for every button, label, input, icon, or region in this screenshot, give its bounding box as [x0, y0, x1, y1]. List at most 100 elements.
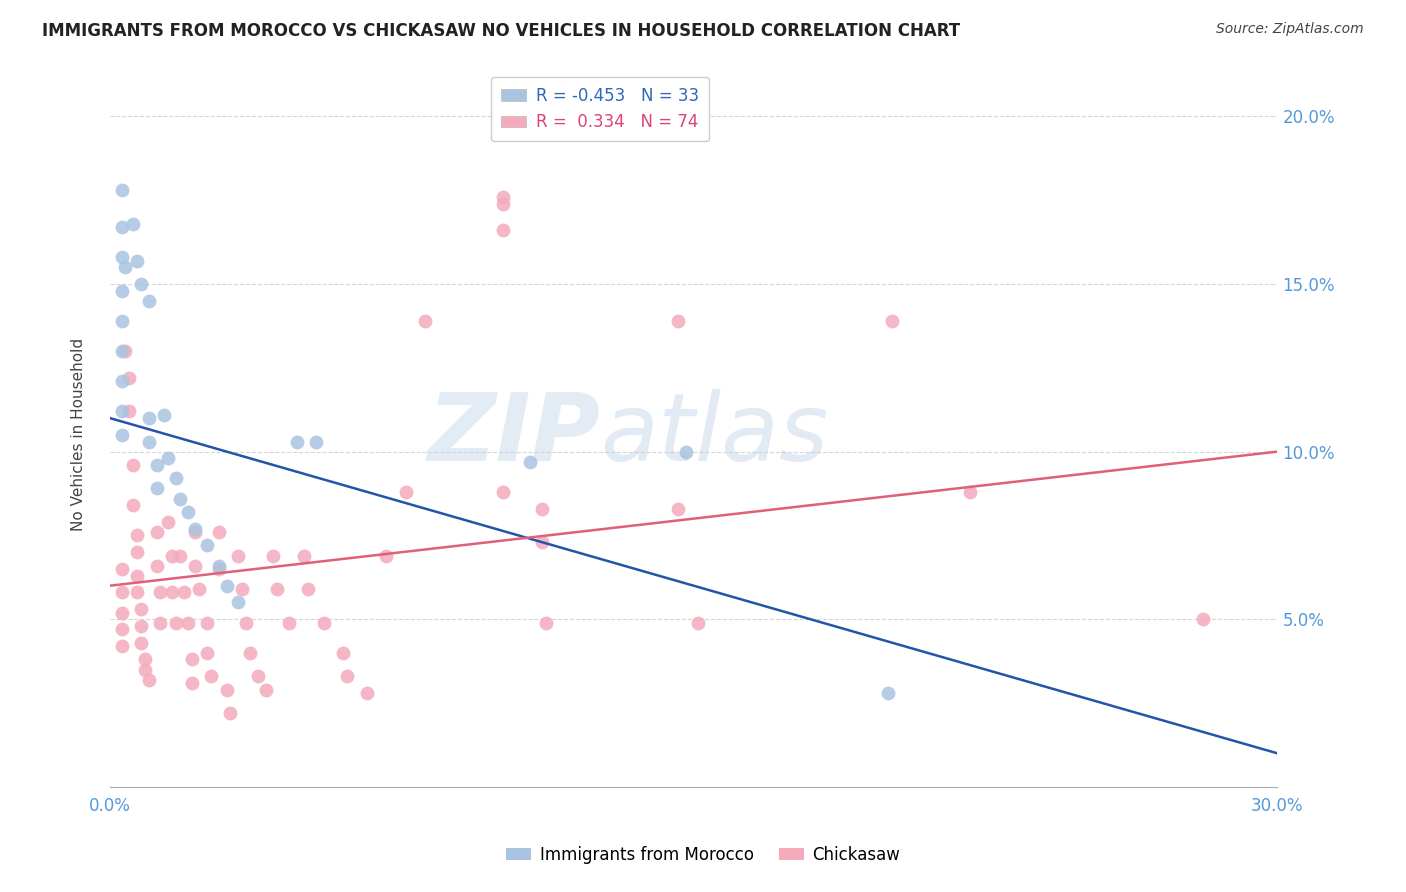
- Point: [127, 253, 149, 268]
- Point: [145, 558, 167, 573]
- Point: [184, 522, 207, 536]
- Point: [235, 615, 257, 630]
- Point: [110, 374, 132, 388]
- Point: [297, 582, 319, 596]
- Point: [180, 676, 202, 690]
- Point: [129, 602, 152, 616]
- Point: [208, 558, 231, 573]
- Point: [277, 615, 299, 630]
- Point: [492, 223, 515, 237]
- Point: [231, 582, 253, 596]
- Point: [492, 484, 515, 499]
- Point: [118, 371, 141, 385]
- Point: [180, 652, 202, 666]
- Point: [336, 669, 359, 683]
- Point: [195, 539, 218, 553]
- Point: [254, 682, 277, 697]
- Point: [413, 314, 436, 328]
- Text: Source: ZipAtlas.com: Source: ZipAtlas.com: [1216, 22, 1364, 37]
- Point: [215, 579, 238, 593]
- Point: [176, 505, 198, 519]
- Point: [169, 549, 191, 563]
- Point: [294, 549, 316, 563]
- Point: [184, 524, 207, 539]
- Point: [169, 491, 191, 506]
- Point: [160, 585, 183, 599]
- Point: [165, 471, 187, 485]
- Point: [686, 615, 709, 630]
- Legend: R = -0.453   N = 33, R =  0.334   N = 74: R = -0.453 N = 33, R = 0.334 N = 74: [491, 77, 709, 142]
- Point: [666, 501, 689, 516]
- Point: [129, 277, 152, 291]
- Point: [184, 558, 207, 573]
- Text: ZIP: ZIP: [427, 389, 600, 481]
- Point: [492, 196, 515, 211]
- Point: [877, 686, 900, 700]
- Point: [239, 646, 262, 660]
- Point: [110, 219, 132, 234]
- Point: [149, 585, 172, 599]
- Point: [110, 427, 132, 442]
- Point: [188, 582, 211, 596]
- Point: [145, 524, 167, 539]
- Point: [882, 314, 904, 328]
- Point: [110, 344, 132, 359]
- Point: [219, 706, 242, 720]
- Point: [129, 636, 152, 650]
- Point: [118, 404, 141, 418]
- Point: [157, 451, 180, 466]
- Point: [138, 673, 160, 687]
- Text: IMMIGRANTS FROM MOROCCO VS CHICKASAW NO VEHICLES IN HOUSEHOLD CORRELATION CHART: IMMIGRANTS FROM MOROCCO VS CHICKASAW NO …: [42, 22, 960, 40]
- Point: [519, 455, 541, 469]
- Point: [110, 284, 132, 298]
- Point: [145, 458, 167, 472]
- Point: [110, 606, 132, 620]
- Point: [208, 524, 231, 539]
- Point: [262, 549, 284, 563]
- Point: [530, 501, 553, 516]
- Point: [157, 515, 180, 529]
- Point: [129, 619, 152, 633]
- Point: [138, 411, 160, 425]
- Point: [110, 585, 132, 599]
- Point: [110, 639, 132, 653]
- Point: [675, 444, 697, 458]
- Point: [666, 314, 689, 328]
- Point: [305, 434, 328, 449]
- Point: [266, 582, 288, 596]
- Point: [208, 562, 231, 576]
- Point: [138, 293, 160, 308]
- Point: [110, 622, 132, 636]
- Point: [110, 314, 132, 328]
- Y-axis label: No Vehicles in Household: No Vehicles in Household: [72, 338, 86, 532]
- Point: [195, 615, 218, 630]
- Point: [110, 404, 132, 418]
- Point: [226, 549, 249, 563]
- Point: [110, 183, 132, 197]
- Point: [959, 484, 981, 499]
- Point: [176, 615, 198, 630]
- Point: [394, 484, 416, 499]
- Point: [375, 549, 398, 563]
- Text: atlas: atlas: [600, 389, 828, 480]
- Point: [149, 615, 172, 630]
- Point: [332, 646, 354, 660]
- Point: [122, 458, 145, 472]
- Point: [145, 482, 167, 496]
- Point: [138, 434, 160, 449]
- Point: [285, 434, 308, 449]
- Point: [134, 652, 156, 666]
- Point: [122, 498, 145, 512]
- Point: [134, 663, 156, 677]
- Point: [153, 408, 176, 422]
- Point: [122, 217, 145, 231]
- Point: [215, 682, 238, 697]
- Point: [127, 545, 149, 559]
- Point: [110, 562, 132, 576]
- Point: [127, 585, 149, 599]
- Point: [195, 646, 218, 660]
- Point: [492, 190, 515, 204]
- Point: [226, 595, 249, 609]
- Point: [1192, 612, 1215, 626]
- Point: [114, 260, 136, 275]
